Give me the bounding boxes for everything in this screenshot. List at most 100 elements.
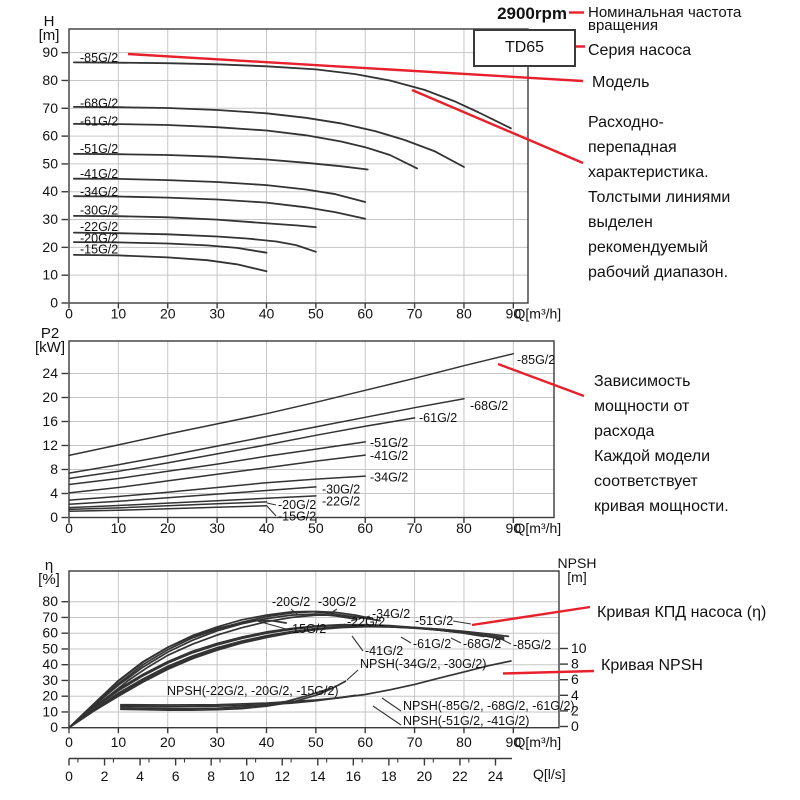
lps-tick-label: 12 <box>274 768 290 784</box>
curve-label: -61G/2 <box>413 637 451 651</box>
curve--61G2 <box>68 417 416 480</box>
label-leader-line <box>381 697 402 712</box>
x-tick-label: 20 <box>160 306 176 322</box>
plot-frame <box>68 28 529 304</box>
x-tick-label: 90 <box>506 306 522 322</box>
y-tick-label: 12 <box>42 437 58 453</box>
label-leader-line <box>400 636 412 644</box>
lps-tick-label: 16 <box>346 768 362 784</box>
y-tick-label: 60 <box>42 128 58 144</box>
x-tick-label: 70 <box>407 734 423 750</box>
curve-label: -51G/2 <box>415 614 453 628</box>
curve-label: -15G/2 <box>278 510 316 524</box>
x-tick-label: 60 <box>357 306 373 322</box>
y-tick-label: 24 <box>42 365 58 381</box>
x-tick-label: 40 <box>259 734 275 750</box>
curve--34G2 <box>73 195 367 220</box>
plot-frame <box>68 570 560 729</box>
pump-series-label: TD65 <box>504 39 545 56</box>
red-pointer-line <box>497 362 585 398</box>
curve--22G2 <box>73 231 317 253</box>
y-tick-label: 10 <box>42 267 58 283</box>
x-tick-label: 40 <box>259 306 275 322</box>
y-tick-label: 20 <box>42 688 58 704</box>
x-axis-unit-label: Q[m³/h] <box>515 306 562 322</box>
x-tick-label: 90 <box>506 734 522 750</box>
npsh-tick-label: 10 <box>571 640 587 656</box>
curve--20G2 <box>73 241 268 254</box>
annotation-npsh-curve: Кривая NPSH <box>601 657 703 674</box>
curve-label: -41G/2 <box>365 644 403 658</box>
x-tick-label: 80 <box>456 734 472 750</box>
curve-NPSH-34G2-30G2 <box>119 680 347 711</box>
x-tick-label: 50 <box>308 306 324 322</box>
label-leader-line <box>253 619 287 630</box>
curve-label: -51G/2 <box>370 436 408 450</box>
curve-label: NPSH(-34G/2, -30G/2) <box>360 657 486 671</box>
annotation-flow-head: Расходно- перепадная характеристика. Тол… <box>588 114 731 281</box>
y-tick-label: 30 <box>42 211 58 227</box>
curve--34G2 <box>68 614 381 729</box>
annotation-nominal-speed: Номинальная частота вращения <box>588 4 742 34</box>
curve--41G2 <box>68 454 366 494</box>
curve-label: -51G/2 <box>80 142 118 156</box>
lps-tick-label: 22 <box>452 768 468 784</box>
y-tick-label: 30 <box>42 672 58 688</box>
curve-label: -68G/2 <box>80 97 118 111</box>
x-tick-label: 50 <box>308 520 324 536</box>
y-tick-label: 0 <box>50 295 58 311</box>
npsh-tick-label: 0 <box>571 718 579 734</box>
y-tick-label: 20 <box>42 389 58 405</box>
plot-frame <box>68 340 555 519</box>
red-pointer-line <box>411 88 584 165</box>
x-tick-label: 0 <box>65 306 73 322</box>
x-tick-label: 40 <box>259 520 275 536</box>
red-pointer-line <box>127 52 584 83</box>
y-tick-label: 70 <box>42 609 58 625</box>
curve--22G2 <box>68 613 357 729</box>
curve-label: -34G/2 <box>370 471 408 485</box>
curve-label: -15G/2 <box>80 243 118 257</box>
lps-tick-label: 2 <box>101 768 109 784</box>
y-tick-label: 16 <box>42 413 58 429</box>
y-axis-unit: [kW] <box>35 339 65 356</box>
label-leader-line <box>350 615 371 622</box>
y-axis-label: P2 <box>41 325 59 342</box>
curve-label: -15G/2 <box>288 622 326 636</box>
curve-label: -30G/2 <box>80 204 118 218</box>
label-leader-line <box>346 669 359 681</box>
curve--15G2 <box>68 505 268 512</box>
lps-tick-label: 4 <box>136 768 144 784</box>
annotation-model: Модель <box>592 74 650 91</box>
x-tick-label: 70 <box>407 520 423 536</box>
curve-NPSH-51G2-41G2 <box>119 694 357 708</box>
curve-label: -20G/2 <box>278 498 316 512</box>
y-tick-label: 80 <box>42 72 58 88</box>
red-pointer-line <box>471 605 591 627</box>
curve--68G2 <box>73 106 465 168</box>
curve-label: -22G/2 <box>322 495 360 509</box>
curve--22G2 <box>68 495 317 509</box>
curve--30G2 <box>73 215 317 228</box>
lps-tick-label: 20 <box>417 768 433 784</box>
y-tick-label: 0 <box>50 509 58 525</box>
rpm-value: 2900rpm <box>497 4 567 23</box>
x-tick-label: 30 <box>209 520 225 536</box>
annotation-efficiency-curve: Кривая КПД насоса (η) <box>597 604 767 621</box>
y-axis-unit: [%] <box>38 571 60 588</box>
y-tick-label: 70 <box>42 100 58 116</box>
y-tick-label: 50 <box>42 640 58 656</box>
x-tick-label: 90 <box>506 520 522 536</box>
y-axis-label: η <box>45 557 53 574</box>
curve-label: NPSH(-51G/2, -41G/2) <box>403 714 529 728</box>
x-tick-label: 10 <box>111 306 127 322</box>
y-tick-label: 4 <box>50 485 58 501</box>
x-tick-label: 60 <box>357 734 373 750</box>
lps-tick-label: 18 <box>381 768 397 784</box>
lps-axis-unit-label: Q[l/s] <box>533 766 566 782</box>
curve--68G2 <box>68 397 465 474</box>
curve--15G2 <box>68 619 288 729</box>
y-tick-label: 40 <box>42 183 58 199</box>
x-tick-label: 60 <box>357 520 373 536</box>
